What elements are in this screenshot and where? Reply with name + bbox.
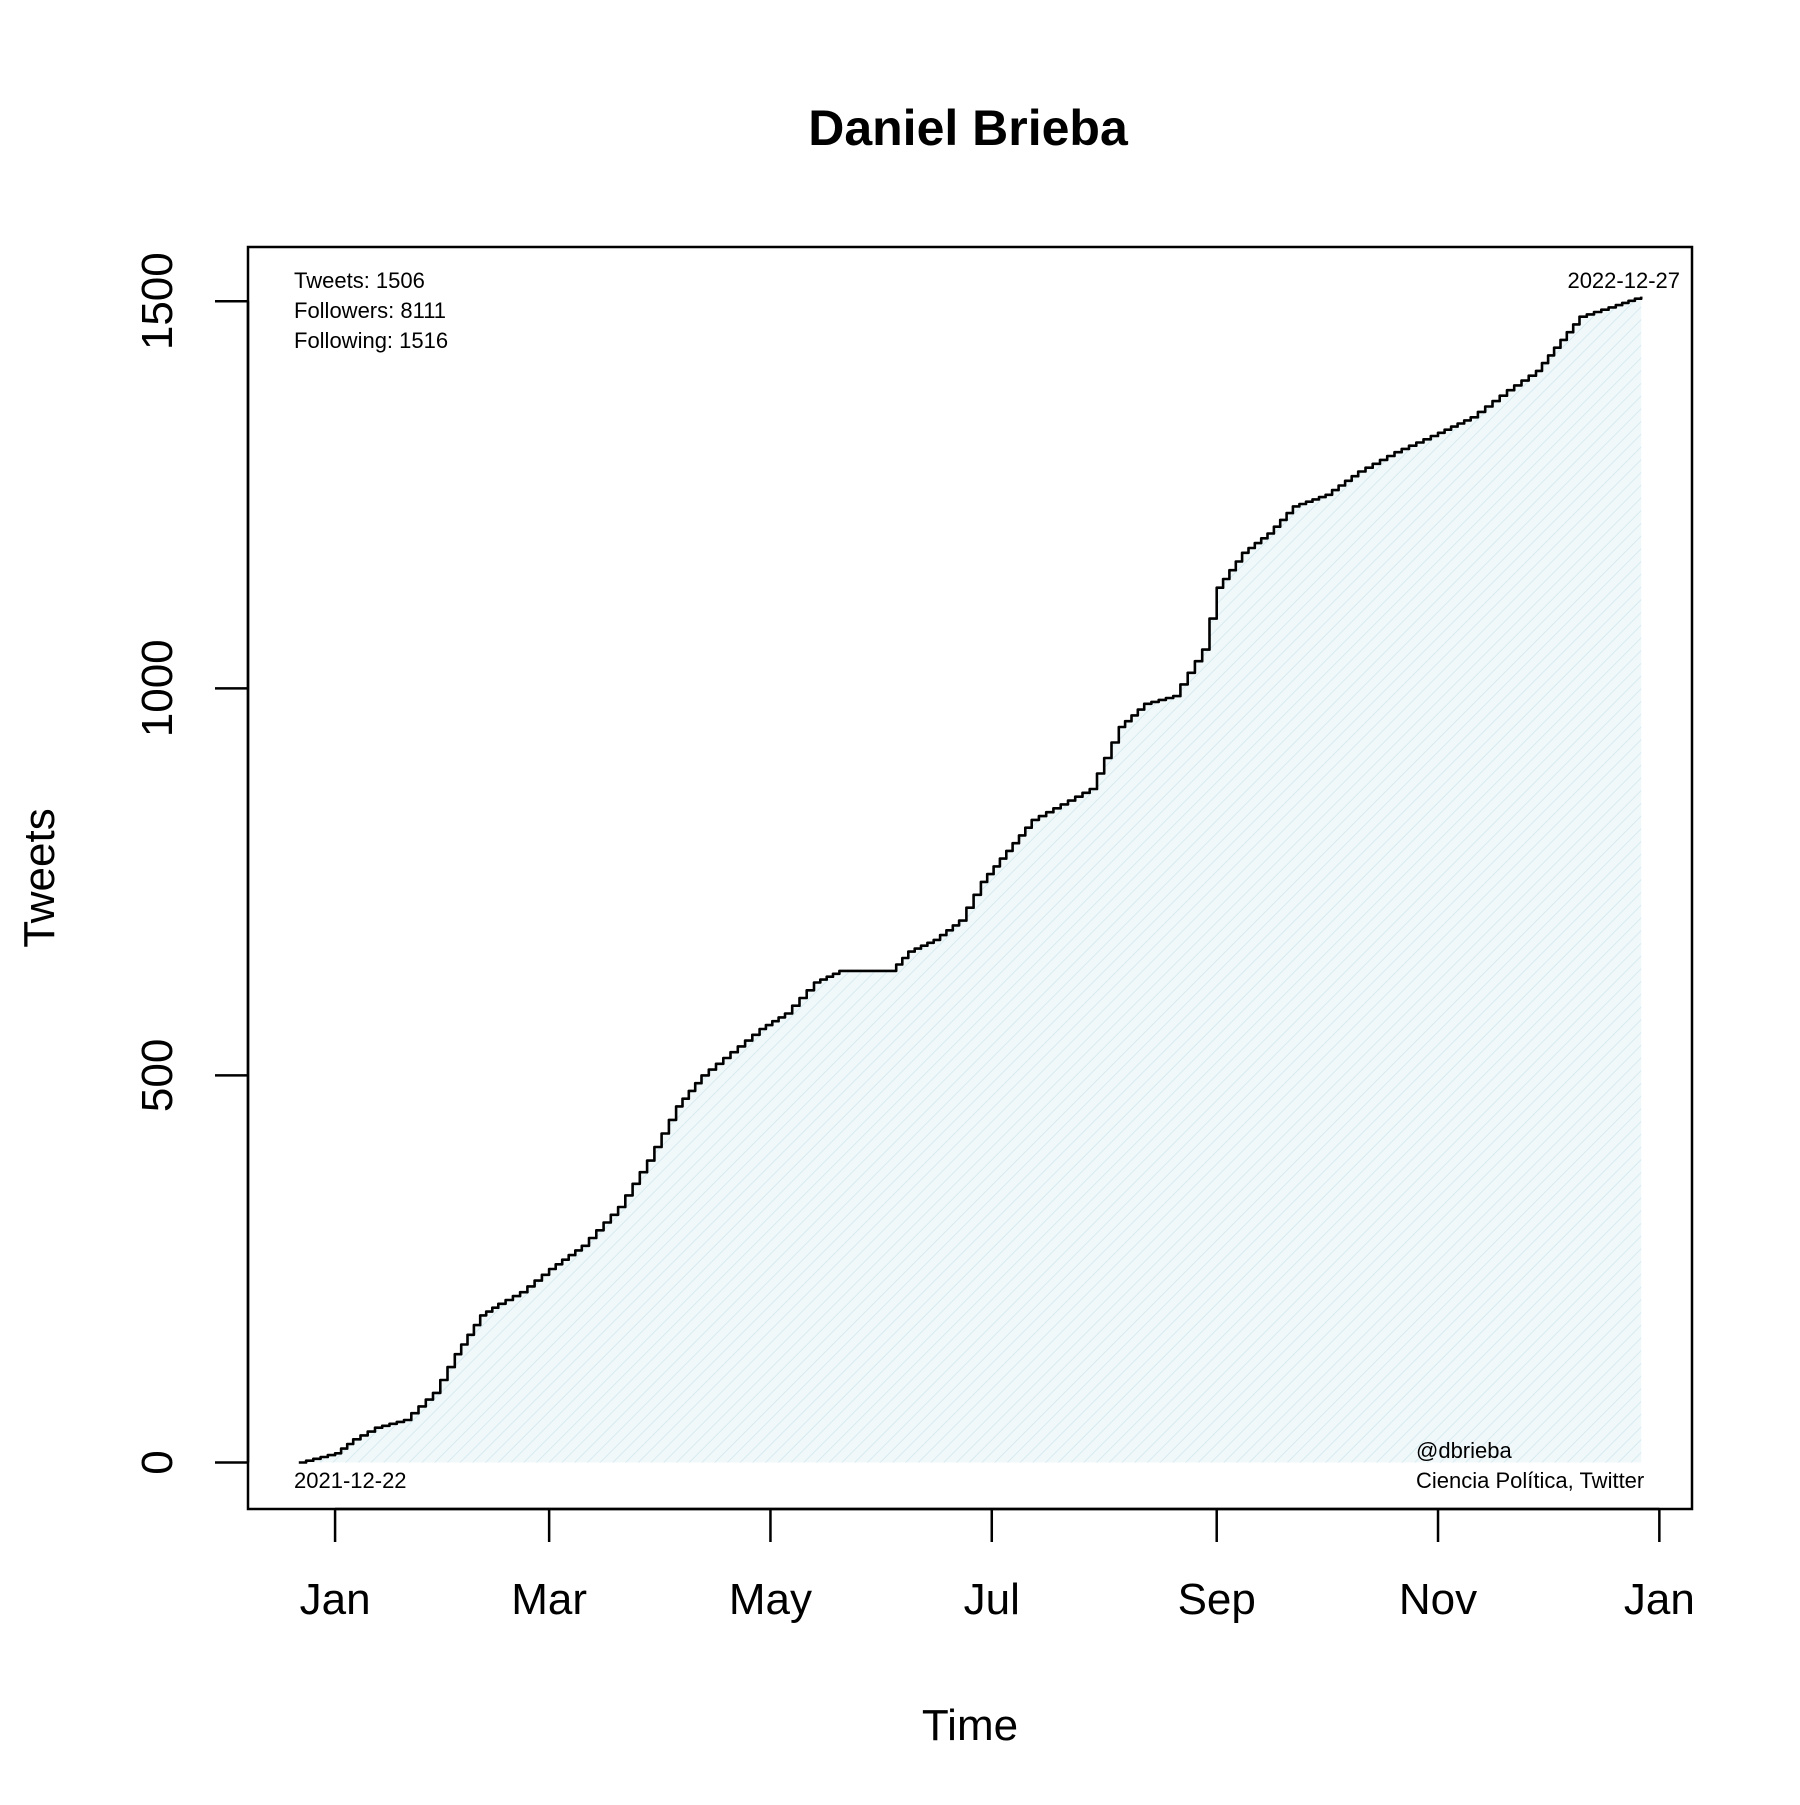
tweets-count: Tweets: 1506 bbox=[294, 268, 425, 293]
y-tick-label: 1500 bbox=[133, 252, 182, 350]
x-axis-title: Time bbox=[922, 1701, 1018, 1750]
x-tick-label: Jul bbox=[964, 1575, 1020, 1624]
following-count: Following: 1516 bbox=[294, 328, 448, 353]
y-axis-title: Tweets bbox=[15, 808, 64, 947]
x-tick-label: Mar bbox=[511, 1575, 587, 1624]
chart-title: Daniel Brieba bbox=[808, 100, 1129, 156]
x-tick-label: Jan bbox=[300, 1575, 371, 1624]
x-tick-label: May bbox=[729, 1575, 812, 1624]
y-axis: 0 500 1000 1500 bbox=[133, 252, 250, 1475]
x-tick-label: Sep bbox=[1178, 1575, 1256, 1624]
credit-handle: @dbrieba bbox=[1416, 1438, 1512, 1463]
end-date-label: 2022-12-27 bbox=[1567, 268, 1680, 293]
start-date-label: 2021-12-22 bbox=[294, 1468, 407, 1493]
followers-count: Followers: 8111 bbox=[294, 298, 446, 323]
y-tick-label: 1000 bbox=[133, 639, 182, 737]
credit-source: Ciencia Política, Twitter bbox=[1416, 1468, 1644, 1493]
data-line-layer bbox=[298, 296, 1643, 1464]
y-tick-label: 0 bbox=[133, 1450, 182, 1474]
y-tick-label: 500 bbox=[133, 1039, 182, 1112]
cumulative-line bbox=[298, 296, 1643, 1464]
x-tick-label: Jan bbox=[1624, 1575, 1695, 1624]
cumulative-area bbox=[298, 296, 1642, 1463]
x-axis: Jan Mar May Jul Sep Nov Jan bbox=[300, 1507, 1695, 1624]
data-area-layer bbox=[298, 296, 1642, 1463]
x-tick-label: Nov bbox=[1399, 1575, 1477, 1624]
